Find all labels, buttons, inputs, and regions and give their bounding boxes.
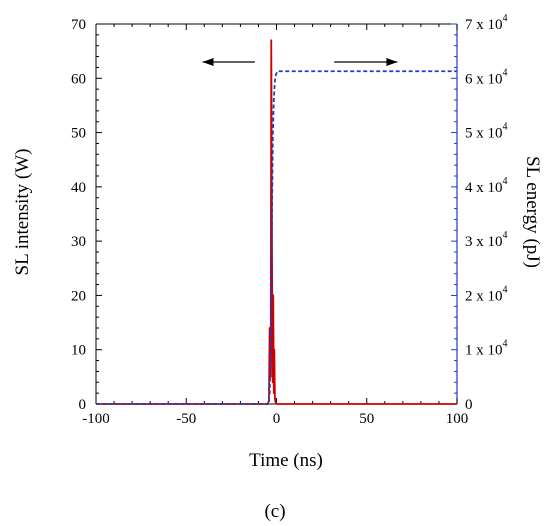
arrow-left-head: [202, 58, 214, 66]
y-tick-exponent-right: 4: [503, 67, 508, 78]
panel-label: (c): [264, 501, 285, 522]
x-axis-label: Time (ns): [249, 450, 323, 471]
series-energy-line: [96, 70, 457, 405]
y-tick-label-left: 50: [71, 126, 86, 142]
y-tick-label-left: 10: [71, 343, 86, 359]
y-tick-exponent-right: 4: [503, 13, 508, 24]
y-tick-exponent-right: 4: [503, 176, 508, 187]
series-intensity-line: [96, 39, 457, 405]
x-tick-label: -100: [82, 411, 110, 427]
y-tick-exponent-right: 4: [503, 339, 508, 350]
arrow-right-head: [386, 58, 398, 66]
y-tick-exponent-right: 4: [503, 230, 508, 241]
y-tick-label-left: 70: [71, 17, 86, 33]
y-axis-label-right: SL energy (pJ): [522, 156, 543, 268]
y-tick-exponent-right: 4: [503, 122, 508, 133]
y-tick-label-right: 0: [465, 397, 473, 413]
y-tick-label-left: 0: [79, 397, 87, 413]
y-tick-label-right: 4 x 104: [465, 176, 508, 196]
y-tick-label-right: 7 x 104: [465, 13, 508, 33]
y-tick-exponent-right: 4: [503, 284, 508, 295]
y-tick-label-left: 60: [71, 71, 86, 87]
y-tick-label-right: 5 x 104: [465, 122, 508, 142]
x-tick-label: -50: [176, 411, 196, 427]
x-tick-label: 0: [273, 411, 281, 427]
y-tick-label-right: 2 x 104: [465, 284, 508, 304]
x-tick-label: 100: [446, 411, 469, 427]
y-tick-label-left: 30: [71, 234, 86, 250]
y-tick-label-right: 3 x 104: [465, 230, 508, 250]
y-axis-label-left: SL intensity (W): [12, 149, 33, 276]
y-tick-label-right: 1 x 104: [465, 339, 508, 359]
y-tick-label-left: 20: [71, 288, 86, 304]
y-tick-label-left: 40: [71, 180, 86, 196]
y-tick-label-right: 6 x 104: [465, 67, 508, 87]
x-tick-label: 50: [359, 411, 374, 427]
